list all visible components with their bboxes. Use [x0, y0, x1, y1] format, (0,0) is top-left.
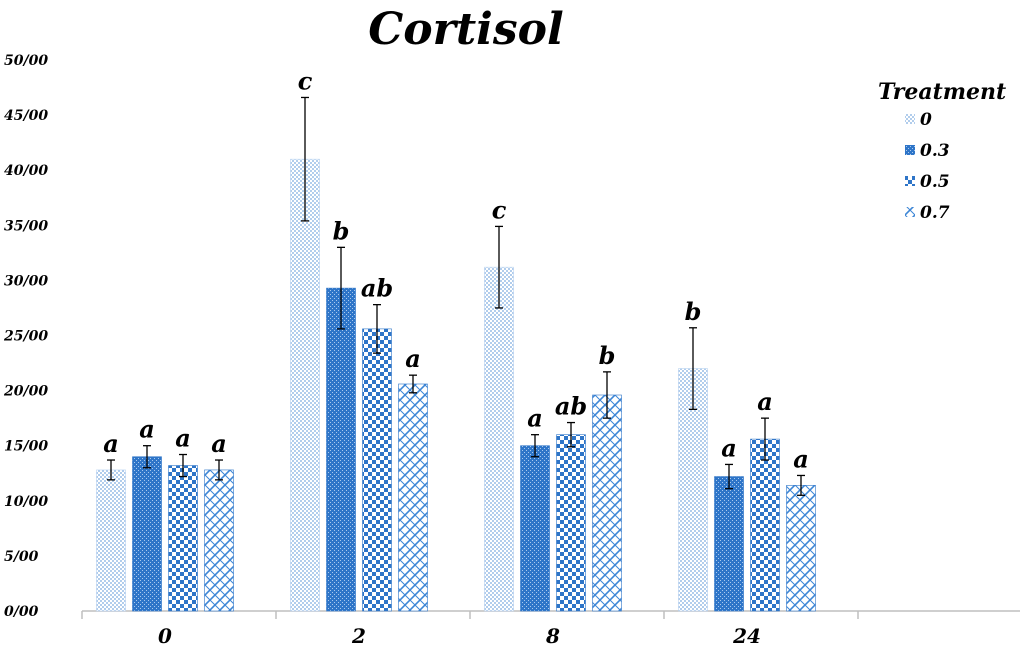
y-tick-label: 25/00 — [3, 329, 48, 345]
significance-letter: a — [175, 424, 191, 453]
significance-letter: ab — [361, 274, 393, 303]
significance-letter: c — [492, 195, 507, 224]
bar-series-0.5-cat-24 — [750, 438, 780, 612]
bar-series-0.3-cat-0 — [132, 456, 162, 612]
bar-series-0.3-cat-8 — [520, 445, 550, 612]
legend-label-0.3: 0.3 — [920, 141, 950, 161]
legend-swatch-0.3 — [905, 145, 915, 155]
x-tick-label: 2 — [351, 624, 366, 648]
significance-letter: ab — [555, 392, 587, 421]
legend-title: Treatment — [878, 79, 1006, 105]
legend-label-0.5: 0.5 — [920, 172, 950, 192]
bar-series-0.7-cat-2 — [398, 383, 428, 612]
bar-series-0.7-cat-24 — [786, 485, 816, 612]
significance-letter: c — [298, 66, 313, 95]
bar-series-0.3-cat-2 — [326, 287, 356, 612]
significance-letter: a — [139, 415, 155, 444]
chart-title: Cortisol — [368, 4, 563, 55]
significance-letter: b — [599, 341, 616, 370]
bar-series-0-cat-8 — [484, 266, 514, 612]
legend-swatch-0.7 — [905, 207, 915, 217]
legend-label-0.7: 0.7 — [920, 203, 950, 223]
y-tick-label: 20/00 — [3, 384, 48, 400]
x-tick-label: 8 — [545, 624, 560, 648]
y-tick-label: 35/00 — [4, 218, 48, 234]
y-tick-label: 15/00 — [4, 439, 48, 455]
significance-letter: a — [793, 444, 809, 473]
y-tick-label: 10/00 — [4, 494, 48, 510]
y-tick-label: 5/00 — [4, 549, 39, 565]
legend-swatch-0 — [905, 114, 915, 124]
bars-layer — [96, 158, 816, 612]
significance-letter: a — [757, 387, 773, 416]
bar-series-0-cat-0 — [96, 469, 126, 612]
bar-series-0.7-cat-0 — [204, 469, 234, 612]
x-tick-label: 24 — [732, 624, 761, 648]
y-tick-label: 40/00 — [4, 163, 48, 179]
significance-letter: a — [721, 433, 737, 462]
y-tick-label: 50/00 — [4, 53, 48, 69]
bar-series-0.5-cat-8 — [556, 434, 586, 612]
significance-letter: a — [103, 429, 119, 458]
legend-label-0: 0 — [920, 110, 932, 130]
y-tick-label: 45/00 — [4, 108, 48, 124]
y-tick-label: 0/00 — [4, 604, 39, 620]
y-axis: 0/00 5/00 10/00 15/00 20/00 25/00 30/00 35/00 40… — [3, 53, 48, 620]
bar-series-0.5-cat-0 — [168, 465, 198, 612]
significance-letter: b — [685, 297, 702, 326]
bar-series-0-cat-2 — [290, 158, 320, 612]
significance-letter: a — [211, 429, 227, 458]
significance-letter: a — [527, 404, 543, 433]
x-axis: 0 2 8 24 — [81, 610, 1020, 648]
significance-letter: a — [405, 344, 421, 373]
bar-series-0.7-cat-8 — [592, 394, 622, 612]
error-bars-layer — [107, 96, 805, 496]
bar-series-0.5-cat-2 — [362, 328, 392, 612]
y-tick-label: 30/00 — [4, 273, 48, 289]
legend: Treatment 0 0.3 0.5 0.7 — [878, 79, 1006, 223]
bar-series-0.3-cat-24 — [714, 476, 744, 612]
x-tick-label: 0 — [158, 624, 172, 648]
legend-swatch-0.5 — [905, 176, 915, 186]
significance-letter: b — [333, 216, 350, 245]
